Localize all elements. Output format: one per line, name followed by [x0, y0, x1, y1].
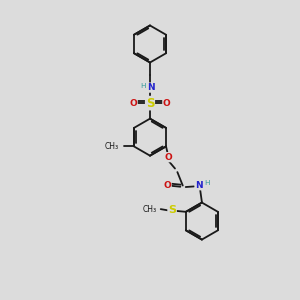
- Text: O: O: [163, 99, 171, 108]
- Text: CH₃: CH₃: [104, 142, 118, 151]
- Text: H: H: [140, 83, 145, 89]
- Text: N: N: [147, 83, 155, 92]
- Text: O: O: [164, 153, 172, 162]
- Text: O: O: [164, 181, 171, 190]
- Text: H: H: [205, 180, 210, 186]
- Text: CH₃: CH₃: [142, 205, 157, 214]
- Text: O: O: [129, 99, 137, 108]
- Text: N: N: [195, 181, 203, 190]
- Text: S: S: [168, 205, 176, 215]
- Text: S: S: [146, 97, 154, 110]
